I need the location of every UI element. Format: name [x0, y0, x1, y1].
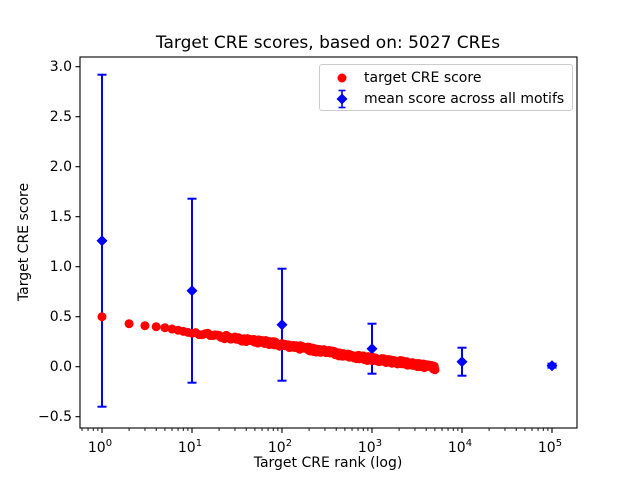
x-tick-label: 104 [448, 438, 472, 456]
y-tick-label: 2.5 [50, 109, 72, 125]
x-tick-label: 101 [178, 438, 202, 456]
x-tick-label: 102 [268, 438, 292, 456]
legend-label: mean score across all motifs [364, 90, 565, 107]
mean-diamond-marker [456, 356, 468, 368]
mean-diamond-marker [96, 235, 108, 247]
mean-diamond-marker [546, 360, 558, 372]
target-score-point [430, 365, 440, 375]
target-score-point [151, 322, 161, 332]
target-score-point [140, 321, 150, 331]
x-axis-label: Target CRE rank (log) [253, 455, 403, 471]
legend: target CRE score mean score across all m… [319, 64, 573, 111]
blue-diamond-errorbar-marker [336, 89, 348, 108]
x-tick-label: 100 [88, 438, 112, 456]
x-tick-label: 105 [538, 438, 562, 456]
y-tick-label: 0.5 [50, 309, 72, 325]
legend-entry-target-cre-score: target CRE score [320, 67, 572, 88]
legend-label: target CRE score [364, 69, 482, 86]
mean-diamond-marker [186, 285, 198, 297]
legend-entry-mean-score: mean score across all motifs [320, 88, 572, 109]
target-score-point [97, 312, 107, 322]
plot-frame [79, 56, 578, 429]
y-tick-label: 2.0 [50, 159, 72, 175]
y-tick-label: 1.0 [50, 259, 72, 275]
x-tick-label: 103 [358, 438, 382, 456]
y-tick-label: 1.5 [50, 209, 72, 225]
y-axis-label: Target CRE score [16, 182, 32, 302]
target-score-point [160, 323, 170, 333]
mean-diamond-marker [366, 343, 378, 355]
target-score-point [124, 319, 134, 329]
chart-title: Target CRE scores, based on: 5027 CREs [155, 33, 501, 53]
red-circle-marker [337, 73, 347, 82]
y-tick-label: 0.0 [50, 359, 72, 375]
mean-diamond-marker [276, 319, 288, 331]
y-tick-label: −0.5 [38, 409, 72, 425]
y-tick-label: 3.0 [50, 59, 72, 75]
